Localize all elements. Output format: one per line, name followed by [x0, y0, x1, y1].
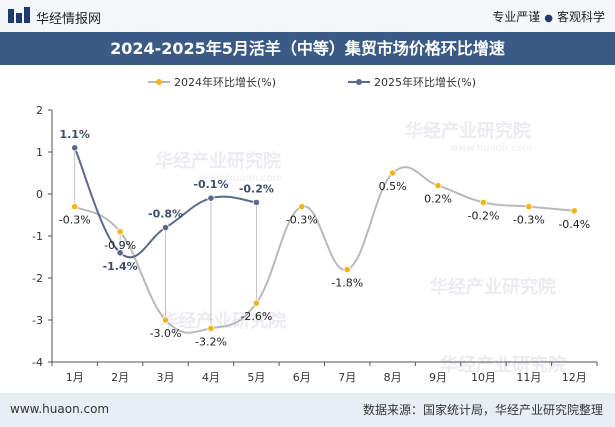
series-2024-point — [343, 266, 351, 274]
y-tick-label: 0 — [36, 188, 43, 201]
legend: 2024年环比增长(%) 2025年环比增长(%) — [148, 75, 476, 89]
watermark-text: 华经产业研究院 — [430, 276, 556, 298]
series-2024-point — [570, 207, 578, 215]
series-2024-point — [252, 299, 260, 307]
line-chart: 华经产业研究院 华经产业研究院 华经产业研究院 华经产业研究院 华经产业研究院 … — [32, 75, 598, 384]
x-tick-label: 7月 — [338, 371, 356, 384]
title-bar — [0, 32, 615, 65]
series-2025-data-label: -1.4% — [103, 260, 138, 273]
series-2025-data-label: -0.1% — [193, 178, 228, 191]
x-tick-label: 6月 — [293, 371, 311, 384]
series-2024-data-label: -3.2% — [195, 335, 227, 348]
x-tick-label: 3月 — [157, 371, 175, 384]
series-2024-point — [161, 316, 170, 324]
series-2025-data-label: -0.2% — [239, 182, 274, 195]
watermark-text: 华经产业研究院 — [160, 310, 286, 332]
x-tick-label: 12月 — [562, 371, 587, 384]
legend-2024-marker — [156, 79, 162, 85]
data-labels: -0.3% -0.9% -3.0% -3.2% -2.6% -0.3% -1.8% 0.5% 0… — [59, 128, 591, 349]
y-tick-label: 2 — [36, 104, 43, 117]
series-2024-point — [479, 198, 488, 206]
series-2024-point — [207, 324, 215, 332]
top-bar — [0, 0, 615, 32]
series-2024-data-label: -1.8% — [331, 277, 363, 290]
series-2024-data-label: -0.3% — [286, 214, 318, 227]
x-tick-label: 11月 — [516, 371, 541, 384]
footer-website: www.huaon.com — [10, 402, 110, 416]
watermark-url: www.huaon.com — [200, 173, 283, 184]
series-2024-point — [71, 203, 79, 211]
series-2025-data-label: 1.1% — [59, 128, 90, 141]
slogan-left: 专业严谨 — [492, 10, 541, 24]
series-2025-point — [161, 224, 170, 232]
series-2025-point — [252, 198, 260, 206]
slogan: 专业严谨 ● 客观科学 — [492, 8, 605, 25]
legend-2025-label: 2025年环比增长(%) — [374, 75, 476, 89]
axes: 2 1 0 -1 -2 -3 -4 1月 2月 3月 4月 5月 6月 7月 8月 9月 10月 11月 12月 — [32, 104, 598, 384]
x-tick-label: 9月 — [429, 371, 447, 384]
series-2024-data-label: -0.3% — [59, 214, 91, 227]
series-2025-point — [71, 144, 79, 152]
series-2024-line — [74, 166, 575, 334]
series-2025-data-label: -0.8% — [148, 208, 183, 221]
series-2024-data-label: -0.4% — [558, 218, 590, 231]
x-tick-label: 8月 — [384, 371, 402, 384]
x-tick-label: 1月 — [66, 371, 84, 384]
series-2025-point — [207, 194, 215, 202]
watermark: 华经产业研究院 华经产业研究院 华经产业研究院 华经产业研究院 华经产业研究院 … — [155, 120, 566, 376]
footer-source: 数据来源：国家统计局，华经产业研究院整理 — [362, 403, 603, 417]
chart-title: 2024-2025年5月活羊（中等）集贸市场价格环比增速 — [110, 39, 505, 58]
series — [71, 144, 578, 334]
y-tick-label: -1 — [32, 230, 43, 243]
series-2024-data-label: -0.2% — [467, 209, 499, 222]
watermark-text: 华经产业研究院 — [405, 120, 531, 142]
y-tick-label: -2 — [32, 272, 43, 285]
x-tick-label: 10月 — [471, 371, 496, 384]
watermark-text: 华经产业研究院 — [155, 150, 281, 172]
footer-bar — [0, 393, 615, 427]
series-2024-data-label: -0.9% — [104, 239, 136, 252]
series-2025-point — [116, 249, 124, 257]
series-2024-data-label: -0.3% — [513, 214, 545, 227]
series-2024-data-label: 0.2% — [424, 193, 452, 206]
series-2024-data-label: -2.6% — [240, 310, 272, 323]
bullet-icon: ● — [544, 13, 553, 24]
x-tick-label: 4月 — [202, 371, 220, 384]
series-2024-point — [116, 228, 124, 236]
legend-2025-marker — [356, 79, 362, 85]
legend-2024-label: 2024年环比增长(%) — [174, 75, 276, 89]
series-2024-point — [525, 203, 533, 211]
series-2024-point — [298, 203, 306, 211]
slogan-right: 客观科学 — [556, 10, 605, 24]
watermark-text: 华经产业研究院 — [440, 354, 566, 376]
series-2024-data-label: 0.5% — [379, 180, 407, 193]
series-2025-line — [73, 147, 257, 259]
x-tick-label: 5月 — [247, 371, 265, 384]
huajing-logo-icon — [8, 7, 30, 23]
y-tick-label: -3 — [32, 314, 43, 327]
brand-name: 华经情报网 — [36, 12, 102, 27]
y-tick-label: 1 — [36, 146, 43, 159]
series-2024-point — [389, 169, 397, 177]
series-2024-point — [434, 182, 442, 190]
x-tick-label: 2月 — [111, 371, 129, 384]
y-tick-label: -4 — [32, 356, 43, 369]
watermark-url: www.huaon.com — [450, 143, 533, 154]
series-2024-data-label: -3.0% — [150, 327, 182, 340]
